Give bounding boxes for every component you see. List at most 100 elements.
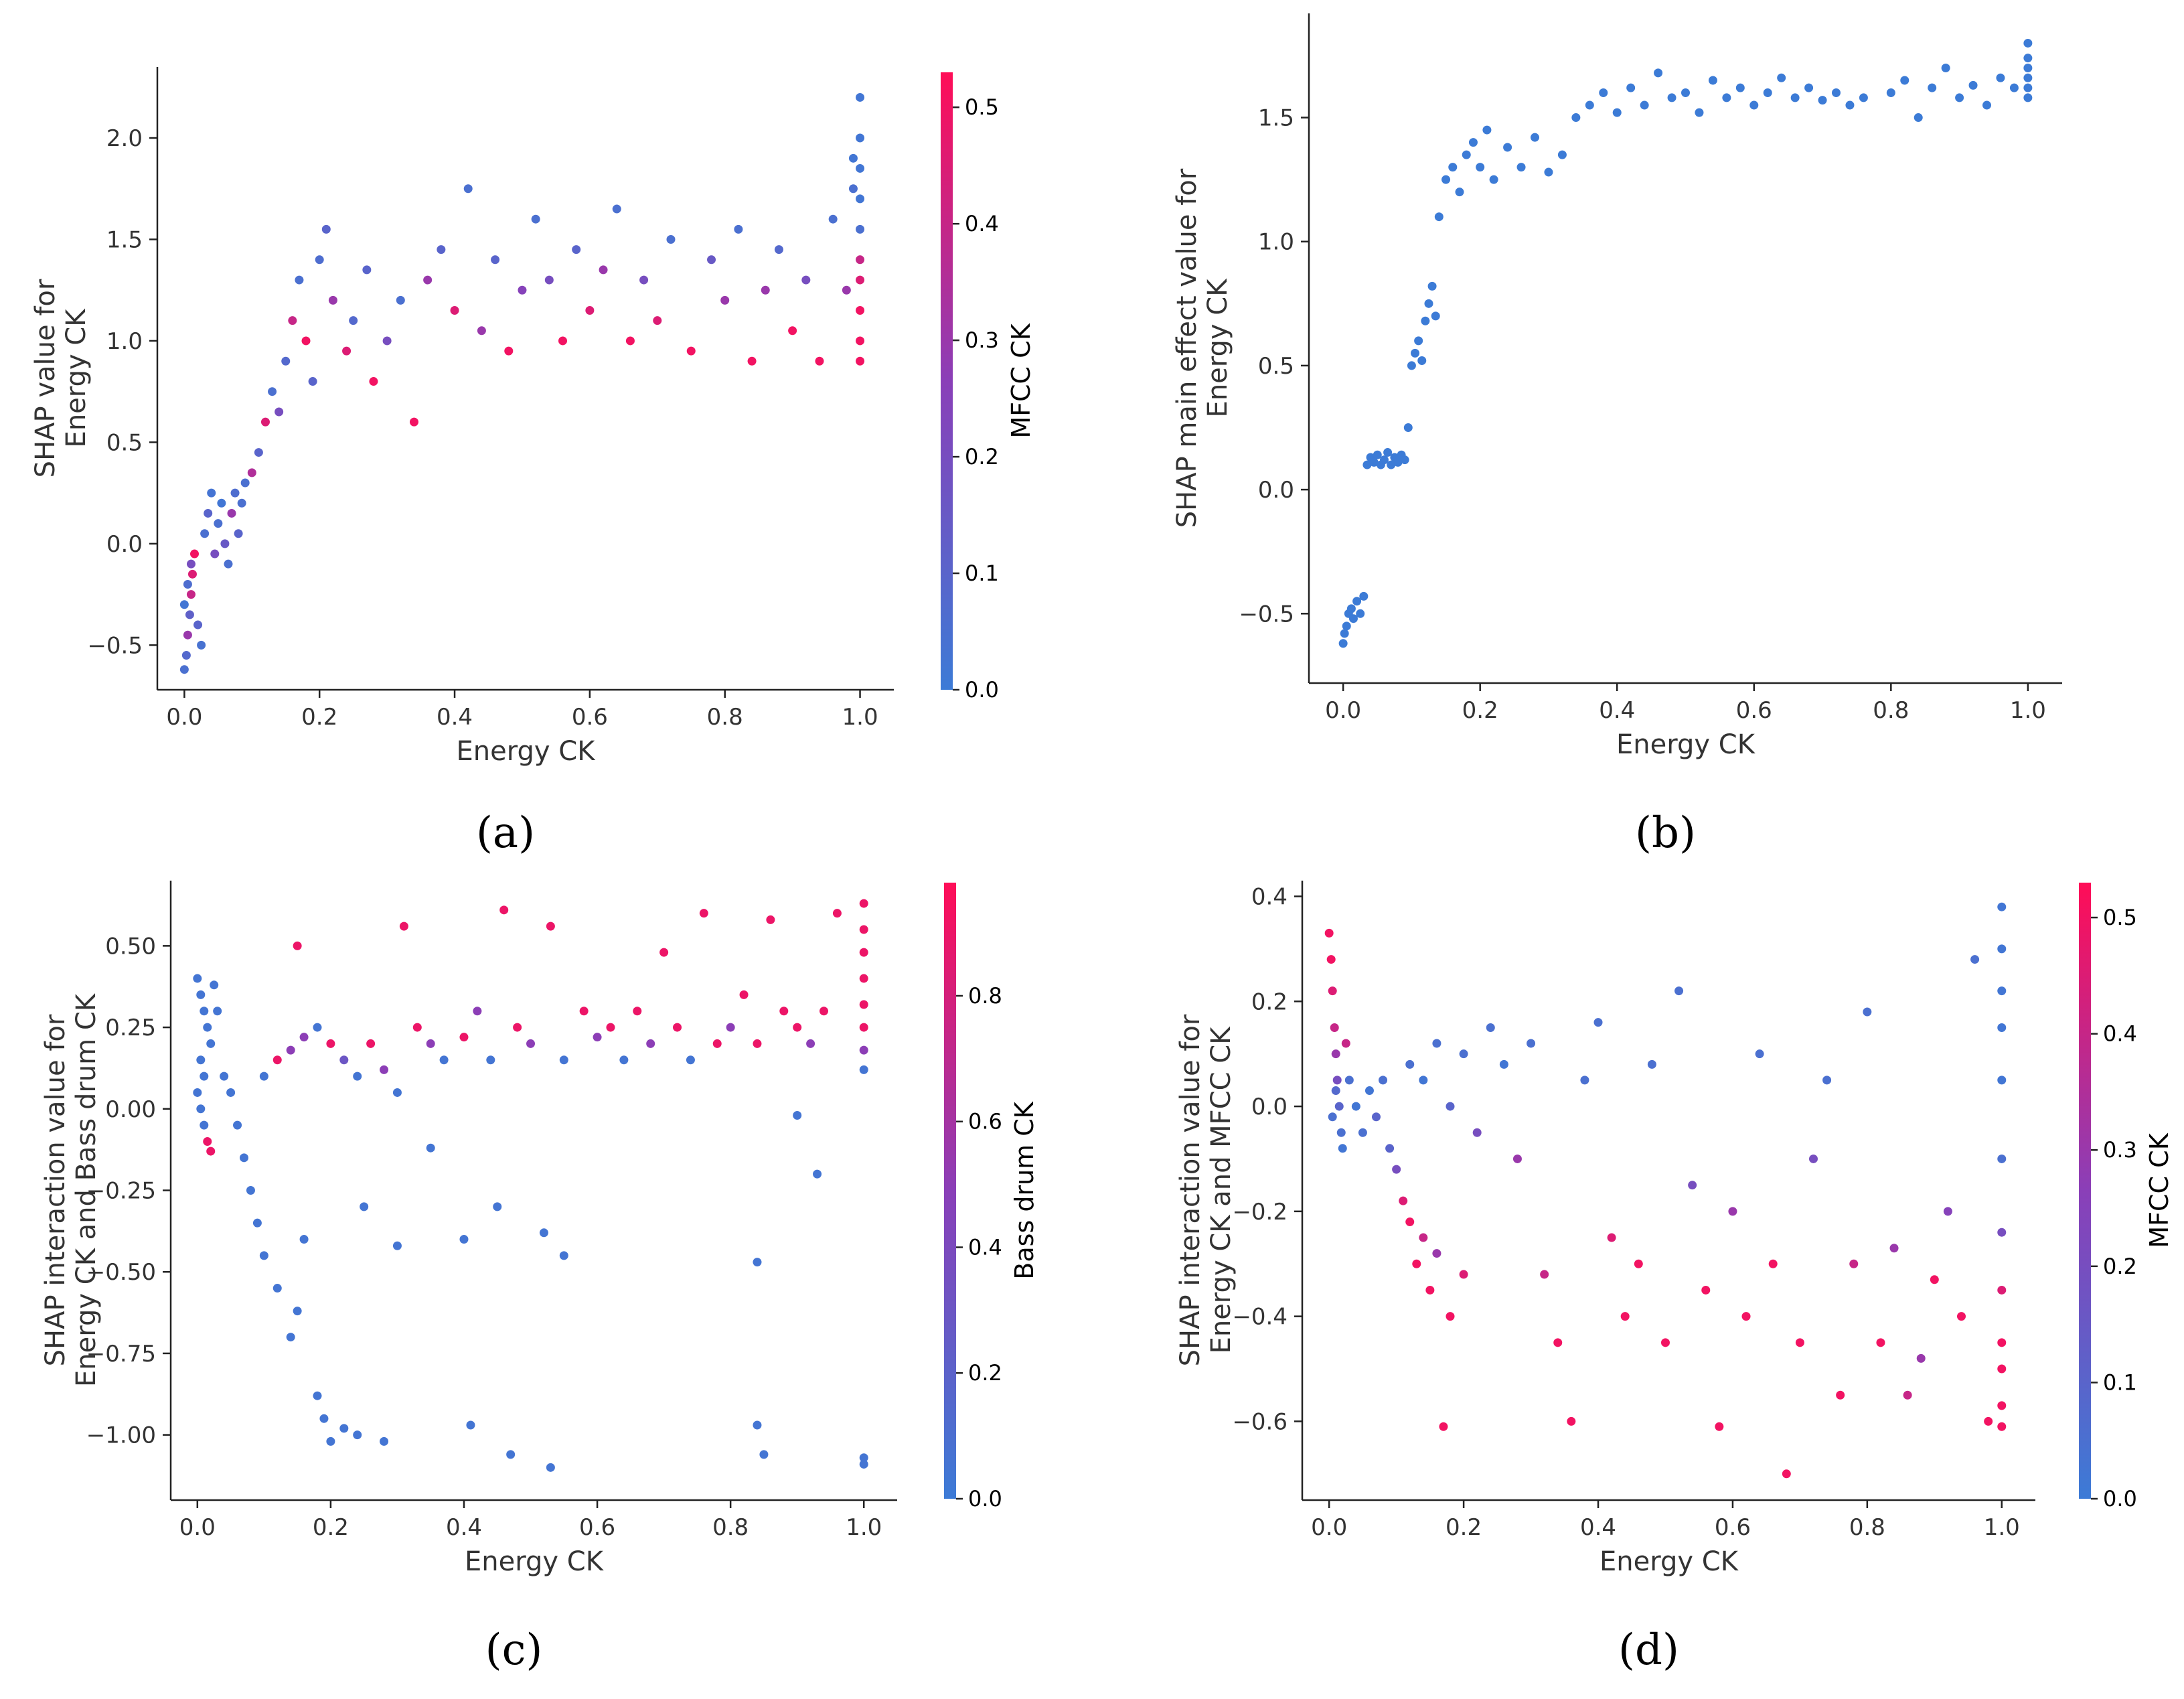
data-point [1956, 1312, 1966, 1321]
data-point [1674, 986, 1684, 996]
data-point [183, 579, 192, 589]
data-point [1358, 1128, 1367, 1137]
data-point [366, 1039, 376, 1048]
data-point [1425, 1285, 1435, 1295]
colorbar-tick-label: 0.0 [968, 1486, 1002, 1511]
data-point [349, 316, 358, 325]
data-point [1660, 1338, 1670, 1347]
data-point [396, 295, 405, 305]
data-point [315, 255, 324, 265]
data-point [326, 1436, 335, 1446]
data-point [856, 163, 865, 173]
data-point [859, 974, 868, 983]
data-point [1845, 100, 1855, 110]
colorbar-title: MFCC CK [1006, 323, 1036, 438]
data-point [1916, 1353, 1926, 1363]
data-point [1585, 100, 1594, 110]
data-point [210, 980, 219, 990]
data-point [439, 1055, 449, 1065]
data-point [226, 1088, 236, 1097]
data-point [1943, 1207, 1952, 1216]
x-axis-title: Energy CK [457, 736, 597, 767]
data-point [193, 620, 203, 630]
panel-d: 0.0 0.2 0.4 0.6 0.8 1.0 −0.6 −0.4 −0.2 0.0 0.2 0.4 E… [1175, 881, 2174, 1675]
data-point [1741, 1312, 1751, 1321]
colorbar-tick-label: 0.2 [2103, 1254, 2137, 1279]
data-point [1553, 1338, 1563, 1347]
colorbar-tick-label: 0.4 [965, 211, 999, 236]
colorbar-title: Bass drum CK [1010, 1101, 1039, 1279]
y-axis-title: SHAP interaction value forEnergy CK and … [40, 992, 102, 1387]
y-tick-label: 0.00 [105, 1096, 156, 1123]
data-point [646, 1039, 655, 1048]
data-point [747, 356, 757, 366]
data-point [1512, 1154, 1522, 1163]
y-axis-title: SHAP value forEnergy CK [30, 279, 92, 477]
data-point [181, 651, 191, 660]
data-point [200, 1120, 209, 1130]
x-tick-label: 0.0 [1325, 697, 1361, 724]
data-point [293, 1307, 302, 1316]
subfigure-label: (a) [476, 808, 535, 858]
data-point [2023, 38, 2033, 48]
data-point [539, 1228, 548, 1238]
data-point [200, 1072, 209, 1081]
data-point [246, 1186, 255, 1195]
data-point [1424, 299, 1433, 308]
data-point [1351, 1102, 1360, 1111]
data-point [585, 306, 595, 315]
y-axis-title: SHAP interaction value forEnergy CK and … [1175, 1014, 1237, 1366]
data-point [272, 1284, 282, 1293]
data-point [380, 1436, 389, 1446]
data-point [1328, 1112, 1337, 1122]
data-point [1728, 1207, 1737, 1216]
data-point [392, 1241, 402, 1250]
colorbar-tick-label: 0.3 [2103, 1137, 2137, 1163]
y-tick-label: 1.5 [1258, 105, 1294, 132]
y-tick-label: 0.0 [1258, 477, 1294, 504]
data-point [463, 184, 473, 194]
data-point [200, 1007, 209, 1016]
data-point [559, 1251, 568, 1260]
colorbar-title: MFCC CK [2144, 1132, 2174, 1248]
data-point [254, 448, 263, 457]
data-point [210, 549, 220, 559]
y-tick-label: 0.5 [1258, 353, 1294, 380]
y-tick-label: −0.2 [1232, 1199, 1288, 1226]
y-tick-label: 0.5 [106, 429, 143, 456]
data-point [1701, 1285, 1711, 1295]
data-point [761, 285, 770, 295]
data-point [2023, 73, 2033, 82]
data-point [753, 1039, 762, 1048]
colorbar-gradient [2079, 883, 2091, 1499]
data-point [213, 1007, 222, 1016]
data-point [193, 974, 202, 983]
data-point [1328, 986, 1337, 996]
data-point [1331, 1049, 1340, 1059]
data-point [190, 549, 200, 559]
data-point [1336, 1128, 1346, 1137]
y-axis-title: SHAP main effect value forEnergy CK [1172, 168, 1233, 528]
data-point [493, 1202, 502, 1211]
y-axis-title-line: Energy CK and Bass drum CK [71, 992, 102, 1387]
data-point [299, 1033, 309, 1042]
data-point [1822, 1076, 1832, 1085]
data-point [450, 306, 459, 315]
data-point [1708, 76, 1717, 85]
data-point [353, 1430, 362, 1440]
data-point [1476, 163, 1485, 172]
data-point [544, 275, 554, 285]
data-point [1373, 450, 1382, 459]
data-point [1997, 1076, 2007, 1085]
data-point [639, 275, 649, 285]
data-point [295, 275, 304, 285]
data-point [1468, 138, 1478, 147]
colorbar-tick-label: 0.0 [2103, 1486, 2137, 1511]
data-point [1432, 1249, 1441, 1258]
y-tick-label: −0.50 [86, 1259, 156, 1286]
data-point [856, 336, 865, 346]
data-point [848, 153, 858, 163]
data-point [686, 1055, 695, 1065]
data-point [214, 519, 223, 528]
